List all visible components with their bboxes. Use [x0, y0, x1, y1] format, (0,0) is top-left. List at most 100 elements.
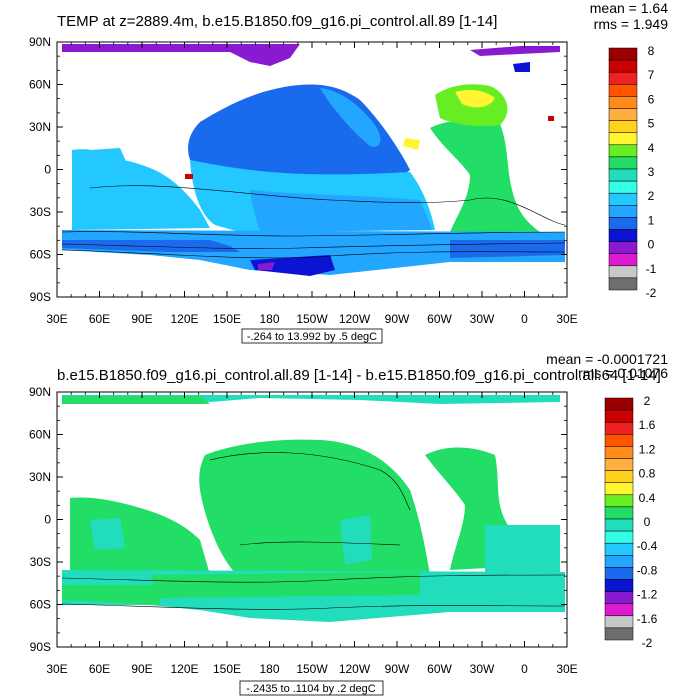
panel-top-colorbar-cell — [608, 168, 638, 182]
panel-top-colorbar: 8 7 6 5 4 3 2 1 0 -1 -2 — [608, 44, 657, 300]
panel-top-colorbar-label: 7 — [648, 68, 655, 82]
panel-top: TEMP at z=2889.4m, b.e15.B1850.f09_g16.p… — [29, 0, 669, 344]
panel-bottom-colorbar-label: -2 — [642, 636, 653, 650]
panel-top-x-tick-label: 90E — [131, 312, 152, 326]
panel-bottom-colorbar-cell — [604, 579, 634, 592]
panel-bottom-colorbar-cell — [604, 591, 634, 604]
panel-top-colorbar-label: 5 — [648, 117, 655, 131]
panel-bottom-x-tick-label: 90W — [385, 662, 410, 676]
panel-bottom-title: b.e15.B1850.f09_g16.pi_control.all.89 [1… — [57, 367, 661, 384]
panel-top-colorbar-cell — [608, 120, 638, 133]
panel-top-colorbar-cell — [608, 47, 638, 61]
panel-bottom-colorbar: 2 1.6 1.2 0.8 0.4 0 -0.4 -0.8 -1.2 -1.6 -2 — [604, 394, 658, 650]
panel-bottom-y-tick-label: 90N — [29, 385, 51, 399]
panel-top-x-tick-label: 0 — [521, 312, 528, 326]
panel-top-x-tick-label: 30E — [46, 312, 67, 326]
panel-top-colorbar-cell — [608, 71, 638, 85]
panel-top-x-tick-label: 150E — [213, 312, 241, 326]
panel-bottom-x-tick-label: 0 — [521, 662, 528, 676]
panel-top-x-tick-label: 120E — [170, 312, 198, 326]
panel-bottom-colorbar-label: -1.2 — [637, 588, 658, 602]
panel-bottom-map — [57, 392, 567, 647]
panel-top-x-tick-label: 180 — [259, 312, 279, 326]
panel-bottom-y-tick-label: 60S — [30, 598, 51, 612]
panel-top-colorbar-cell — [608, 59, 638, 73]
panel-bottom-colorbar-cell — [604, 603, 634, 617]
panel-bottom-x-tick-label: 60W — [427, 662, 452, 676]
panel-bottom-colorbar-cell — [604, 494, 634, 508]
panel-bottom-colorbar-cell — [604, 421, 634, 435]
panel-top-colorbar-cell — [608, 108, 638, 121]
panel-bottom-colorbar-cell — [604, 434, 634, 447]
panel-bottom-x-tick-label: 150E — [213, 662, 241, 676]
panel-top-colorbar-label: -2 — [646, 286, 657, 300]
panel-top-colorbar-cell — [608, 180, 638, 194]
panel-top-y-tick-label: 0 — [44, 163, 51, 177]
panel-bottom-colorbar-cell — [604, 518, 634, 532]
panel-top-colorbar-label: 3 — [648, 165, 655, 179]
panel-top-colorbar-label: 0 — [648, 238, 655, 252]
panel-bottom-mean: mean = -0.0001721 — [546, 351, 668, 367]
panel-top-colorbar-label: 2 — [648, 189, 655, 203]
panel-top-y-tick-label: 90S — [30, 290, 51, 304]
panel-top-rms: rms = 1.949 — [594, 16, 669, 32]
panel-bottom-x-tick-label: 30E — [46, 662, 67, 676]
panel-top-x-tick-label: 60E — [89, 312, 110, 326]
panel-bottom-colorbar-cell — [604, 409, 634, 423]
panel-top-colorbar-cell — [608, 205, 638, 218]
panel-top-y-tick-label: 60N — [29, 78, 51, 92]
panel-bottom-colorbar-label: 1.6 — [639, 418, 656, 432]
panel-bottom-x-tick-label: 120W — [339, 662, 371, 676]
panel-bottom-colorbar-cell — [604, 446, 634, 459]
panel-bottom-range-box — [239, 680, 384, 696]
panel-bottom-rms: rms = 0.01076 — [578, 365, 668, 381]
panel-bottom-colorbar-cell — [604, 482, 634, 496]
panel-bottom-colorbar-label: 1.2 — [639, 442, 656, 456]
panel-top-y-tick-label: 30N — [29, 120, 51, 134]
panel-bottom-colorbar-label: -1.6 — [637, 612, 658, 626]
panel-top-colorbar-cell — [608, 96, 638, 109]
panel-top-colorbar-label: 8 — [648, 44, 655, 58]
panel-top-y-tick-label: 60S — [30, 248, 51, 262]
panel-bottom-colorbar-cell — [604, 627, 634, 641]
panel-top-colorbar-cell — [608, 192, 638, 206]
panel-top-colorbar-cell — [608, 253, 638, 267]
panel-bottom: mean = -0.0001721 b.e15.B1850.f09_g16.pi… — [29, 351, 668, 696]
panel-bottom-colorbar-label: 0.8 — [639, 467, 656, 481]
panel-bottom-axes: 30E 60E 90E 120E 150E 180 150W 120W 90W 60W 30W 0 30… — [29, 385, 578, 676]
panel-bottom-x-tick-label: 60E — [89, 662, 110, 676]
panel-top-x-tick-label: 150W — [296, 312, 328, 326]
panel-top-colorbar-label: 4 — [648, 141, 655, 155]
panel-bottom-colorbar-cell — [604, 615, 634, 629]
panel-bottom-y-tick-label: 60N — [29, 428, 51, 442]
panel-top-colorbar-label: 6 — [648, 92, 655, 106]
panel-bottom-colorbar-cell — [604, 458, 634, 471]
panel-bottom-range-label: -.2435 to .1104 by .2 degC — [246, 683, 375, 695]
panel-bottom-x-tick-label: 30W — [470, 662, 495, 676]
panel-bottom-colorbar-cell — [604, 506, 634, 520]
panel-bottom-x-tick-label: 30E — [556, 662, 577, 676]
panel-top-colorbar-cell — [608, 277, 638, 291]
panel-top-mean: mean = 1.64 — [590, 0, 668, 16]
panel-top-colorbar-cell — [608, 265, 638, 279]
panel-bottom-colorbar-label: -0.4 — [637, 539, 658, 553]
panel-bottom-y-tick-label: 0 — [44, 513, 51, 527]
panel-top-y-tick-label: 90N — [29, 35, 51, 49]
panel-top-range-box — [241, 328, 383, 344]
panel-top-title: TEMP at z=2889.4m, b.e15.B1850.f09_g16.p… — [57, 13, 497, 30]
panel-top-x-tick-label: 90W — [385, 312, 410, 326]
panel-bottom-y-tick-label: 90S — [30, 640, 51, 654]
panel-top-colorbar-cell — [608, 217, 638, 230]
panel-top-x-tick-label: 120W — [339, 312, 371, 326]
panel-top-x-tick-label: 60W — [427, 312, 452, 326]
panel-bottom-x-tick-label: 90E — [131, 662, 152, 676]
panel-bottom-y-tick-label: 30S — [30, 555, 51, 569]
panel-top-colorbar-label: 1 — [648, 213, 655, 227]
panel-bottom-colorbar-cell — [604, 530, 634, 544]
panel-bottom-x-tick-label: 120E — [170, 662, 198, 676]
panel-top-colorbar-cell — [608, 84, 638, 97]
panel-bottom-x-tick-label: 150W — [296, 662, 328, 676]
panel-top-colorbar-cell — [608, 132, 638, 146]
panel-top-map — [57, 42, 567, 297]
